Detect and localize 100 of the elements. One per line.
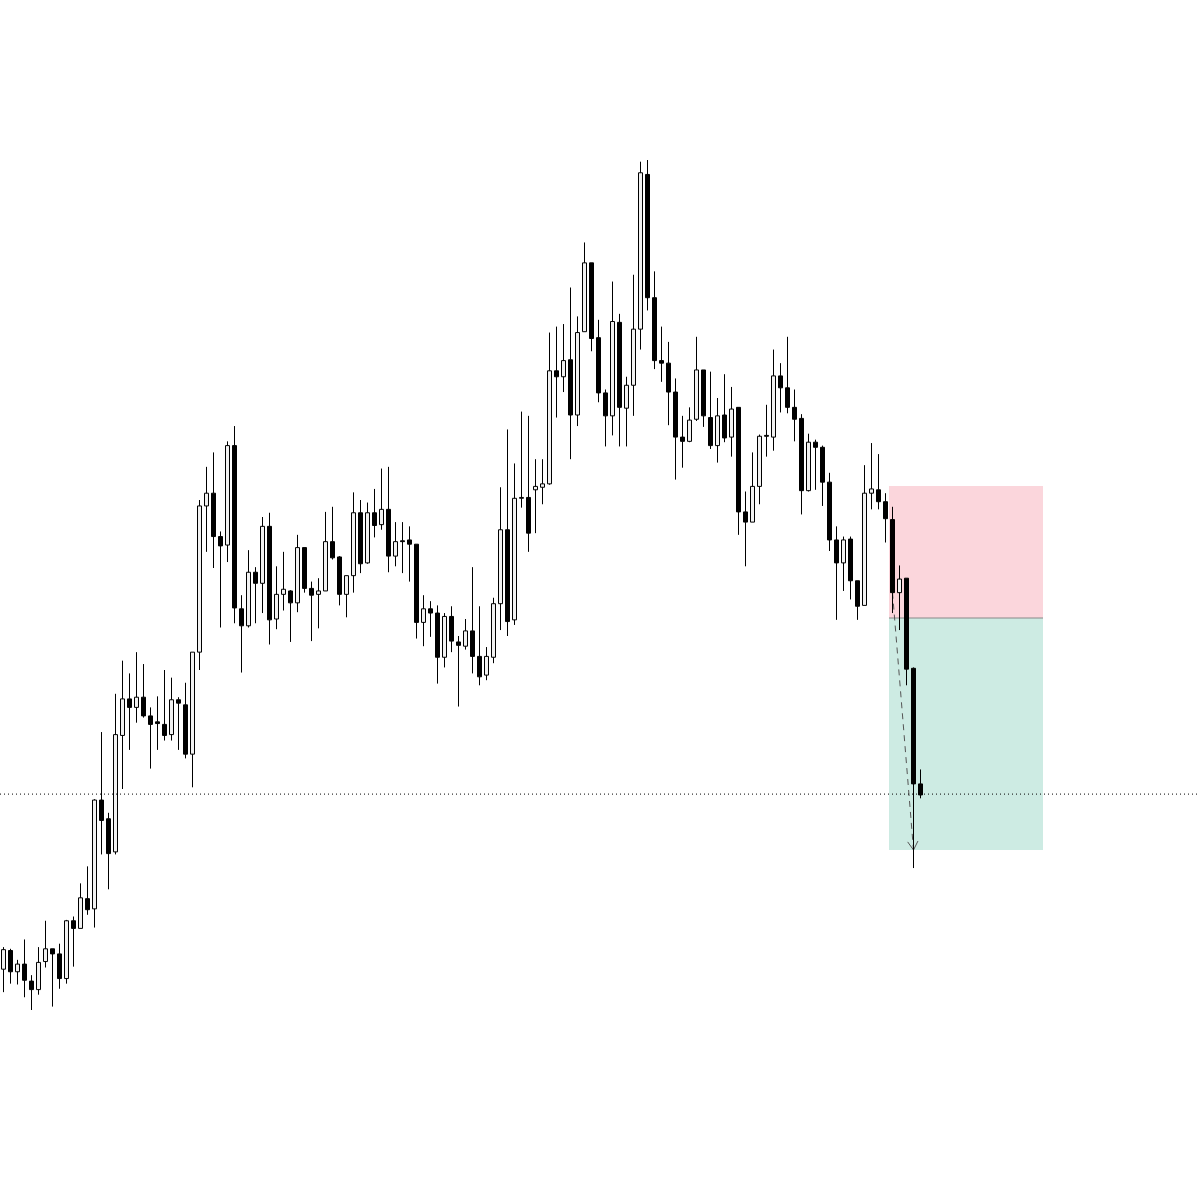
candlestick <box>421 594 426 647</box>
candlestick <box>197 499 202 671</box>
candlestick <box>561 323 566 393</box>
candlestick <box>190 651 195 788</box>
candlestick <box>155 695 160 751</box>
candlestick <box>666 341 671 426</box>
candlestick <box>799 413 804 515</box>
candlestick <box>897 564 902 631</box>
candlestick <box>351 491 356 594</box>
candlestick <box>358 499 363 574</box>
candlestick <box>904 577 909 686</box>
candlestick <box>176 696 181 751</box>
candlestick <box>323 511 328 592</box>
candlestick <box>302 547 307 594</box>
candlestick <box>505 428 510 637</box>
candlestick <box>540 458 545 505</box>
candlestick <box>295 534 300 613</box>
candlestick <box>253 566 258 624</box>
candlestick <box>442 612 447 668</box>
candlestick <box>554 326 559 419</box>
candlestick <box>652 270 657 370</box>
candlestick <box>449 605 454 653</box>
candlestick <box>848 536 853 600</box>
candlestick <box>365 502 370 565</box>
candlestick <box>547 332 552 486</box>
candlestick <box>512 462 517 626</box>
candlestick <box>225 440 230 563</box>
candlestick <box>659 326 664 383</box>
candlestick <box>715 397 720 464</box>
candlestick <box>477 605 482 686</box>
candlestick <box>183 682 188 759</box>
candlestick <box>813 439 818 491</box>
candlestick <box>645 159 650 311</box>
candlestick <box>232 425 237 624</box>
candlestick <box>428 600 433 638</box>
candlestick <box>806 433 811 492</box>
candlestick <box>603 389 608 447</box>
candlestick <box>582 241 587 333</box>
candlestick <box>288 589 293 643</box>
candlestick <box>638 161 643 351</box>
candlestick <box>148 706 153 770</box>
candlestick <box>1 946 6 993</box>
candlestick <box>127 672 132 751</box>
candlestick <box>211 451 216 569</box>
candlestick <box>617 313 622 447</box>
candlestick <box>792 389 797 442</box>
candlestick <box>701 369 706 428</box>
candlestick <box>57 943 62 990</box>
candlestick <box>330 506 335 560</box>
candlestick <box>239 594 244 674</box>
candlestick <box>519 411 524 509</box>
candlestick <box>771 349 776 452</box>
candlestick <box>883 492 888 543</box>
candlestick <box>589 262 594 352</box>
candlestick <box>400 521 405 574</box>
candlestick <box>575 315 580 427</box>
candlestick <box>435 604 440 685</box>
candlestick <box>778 362 783 413</box>
candlestick <box>22 938 27 998</box>
candlestick <box>134 651 139 724</box>
candlestick <box>43 920 48 968</box>
candlestick <box>141 663 146 719</box>
candlestick <box>106 812 111 890</box>
candlestick <box>344 575 349 618</box>
candlestick <box>218 530 223 628</box>
candlestick <box>337 555 342 606</box>
candlestick <box>757 434 762 505</box>
candlestick <box>50 948 55 1008</box>
candlestick <box>379 468 384 531</box>
candlestick <box>736 406 741 536</box>
candlestick <box>862 464 867 606</box>
candlestick <box>274 565 279 630</box>
candlestick <box>498 486 503 631</box>
candlestick <box>750 451 755 523</box>
candlestick <box>764 404 769 458</box>
candlestick <box>246 549 251 628</box>
candlestick <box>85 865 90 916</box>
candlestick <box>673 377 678 481</box>
candlestick <box>827 472 832 552</box>
candlestick <box>743 491 748 567</box>
candlestick <box>372 488 377 538</box>
candlestick <box>841 536 846 592</box>
candlestick <box>533 458 538 534</box>
candlestick <box>834 525 839 621</box>
candlestick <box>708 371 713 450</box>
candlestick <box>92 798 97 929</box>
candlestick <box>568 287 573 460</box>
candlestick <box>78 882 83 929</box>
candlestick <box>484 646 489 681</box>
candlestick <box>204 466 209 553</box>
candlestick <box>855 580 860 621</box>
candlestick <box>64 919 69 985</box>
candlestick <box>120 660 125 790</box>
candlestick <box>36 946 41 996</box>
candlestick <box>281 551 286 611</box>
candlestick <box>470 566 475 674</box>
candlestick <box>526 415 531 553</box>
candlestick <box>386 466 391 573</box>
candlestick <box>407 525 412 583</box>
candlestick <box>309 581 314 642</box>
